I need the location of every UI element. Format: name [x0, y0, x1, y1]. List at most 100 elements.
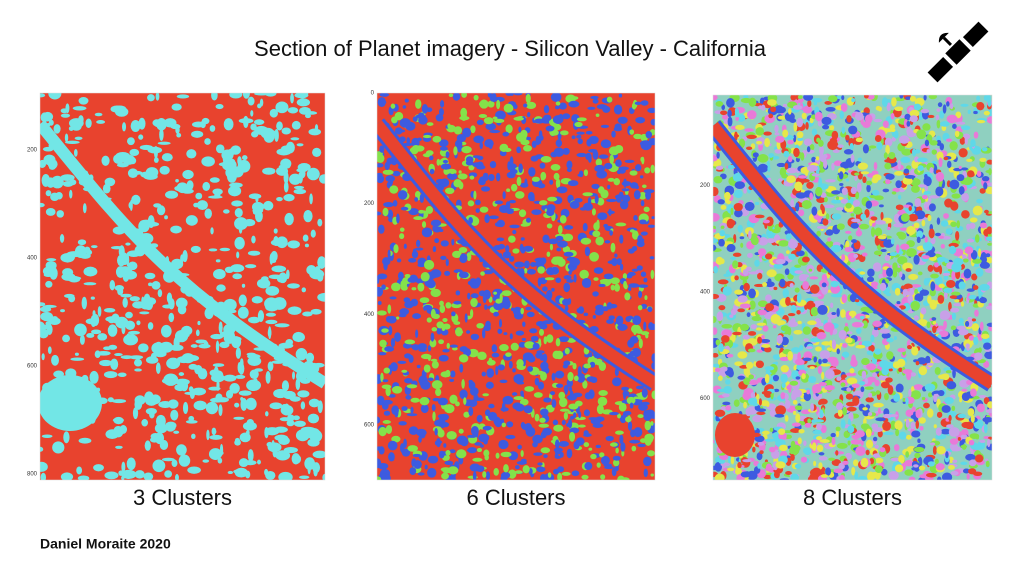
cluster-blob: [840, 309, 846, 318]
cluster-blob: [740, 242, 744, 248]
cluster-blob: [948, 465, 955, 470]
cluster-blob: [167, 360, 177, 365]
cluster-blob: [423, 259, 435, 270]
cluster-blob: [473, 94, 479, 101]
cluster-blob: [891, 191, 897, 195]
cluster-blob: [129, 355, 144, 360]
cluster-blob: [417, 343, 428, 351]
cluster-blob: [112, 417, 124, 423]
cluster-blob: [617, 323, 628, 331]
cluster-blob: [823, 322, 835, 333]
cluster-blob: [643, 456, 652, 467]
cluster-blob: [572, 362, 577, 370]
cluster-blob: [748, 374, 754, 380]
cluster-blob: [115, 151, 131, 160]
cluster-blob: [531, 196, 535, 202]
cluster-blob: [954, 299, 960, 303]
cluster-blob: [138, 343, 149, 353]
cluster-blob: [440, 240, 449, 247]
cluster-blob: [939, 310, 951, 320]
cluster-blob: [496, 99, 501, 110]
cluster-blob: [960, 461, 968, 466]
cluster-blob: [209, 434, 223, 440]
cluster-blob: [482, 393, 489, 397]
cluster-blob: [882, 413, 892, 419]
cluster-blob: [862, 144, 869, 154]
cluster-blob: [453, 321, 461, 325]
cluster-blob: [893, 213, 901, 224]
cluster-map: [713, 95, 992, 480]
cluster-blob: [811, 97, 823, 103]
cluster-blob: [126, 457, 136, 471]
cluster-blob: [937, 389, 945, 397]
cluster-blob: [718, 305, 726, 311]
cluster-blob: [986, 116, 992, 124]
cluster-blob: [780, 373, 788, 384]
cluster-blob: [817, 119, 823, 127]
cluster-blob: [757, 463, 761, 469]
cluster-blob: [559, 397, 568, 408]
cluster-blob: [292, 415, 300, 421]
cluster-blob: [889, 252, 898, 257]
cluster-blob: [716, 388, 728, 393]
cluster-blob: [896, 300, 901, 305]
cluster-blob: [793, 329, 803, 335]
cluster-blob: [874, 379, 880, 387]
cluster-blob: [792, 399, 798, 405]
cluster-blob: [516, 132, 527, 142]
cluster-blob: [122, 297, 128, 308]
cluster-blob: [530, 155, 539, 162]
cluster-blob: [749, 379, 759, 385]
cluster-blob: [793, 147, 800, 158]
cluster-blob: [594, 308, 604, 316]
cluster-blob: [921, 255, 930, 260]
cluster-blob: [752, 446, 756, 453]
cluster-map: [377, 93, 655, 480]
cluster-blob: [427, 467, 437, 478]
cluster-blob: [505, 352, 512, 357]
cluster-blob: [987, 182, 992, 187]
cluster-blob: [432, 411, 436, 422]
cluster-blob: [893, 393, 901, 402]
cluster-blob: [611, 130, 616, 138]
cluster-blob: [513, 396, 524, 401]
cluster-blob: [633, 190, 641, 200]
cluster-blob: [553, 424, 564, 432]
cluster-blob: [850, 222, 859, 229]
cluster-blob: [733, 399, 740, 407]
cluster-blob: [398, 271, 404, 281]
cluster-blob: [503, 208, 514, 212]
cluster-blob: [958, 165, 962, 170]
cluster-blob: [802, 447, 812, 455]
cluster-blob: [926, 321, 931, 329]
cluster-blob: [143, 472, 154, 480]
cluster-blob: [414, 197, 419, 202]
cluster-blob: [875, 417, 886, 422]
axis-tick-label: 200: [364, 201, 375, 207]
cluster-blob: [609, 230, 613, 236]
cluster-blob: [713, 186, 719, 197]
cluster-blob: [889, 124, 896, 130]
cluster-blob: [274, 323, 290, 328]
cluster-blob: [532, 342, 540, 350]
cluster-blob: [425, 206, 434, 214]
cluster-blob: [923, 176, 932, 187]
cluster-blob: [894, 287, 901, 296]
cluster-blob: [485, 471, 491, 480]
cluster-blob: [188, 386, 194, 393]
cluster-blob: [819, 322, 824, 327]
cluster-blob: [544, 277, 555, 281]
cluster-blob: [615, 222, 627, 227]
cluster-blob: [442, 323, 451, 330]
cluster-blob: [944, 396, 954, 405]
cluster-blob: [940, 244, 946, 249]
cluster-blob: [721, 104, 726, 111]
cluster-blob: [604, 162, 613, 170]
cluster-blob: [527, 355, 536, 363]
cluster-blob: [756, 393, 760, 400]
cluster-blob: [129, 199, 133, 212]
cluster-blob: [115, 445, 123, 449]
cluster-blob: [69, 189, 73, 199]
cluster-blob: [529, 328, 538, 334]
cluster-blob: [860, 386, 865, 393]
